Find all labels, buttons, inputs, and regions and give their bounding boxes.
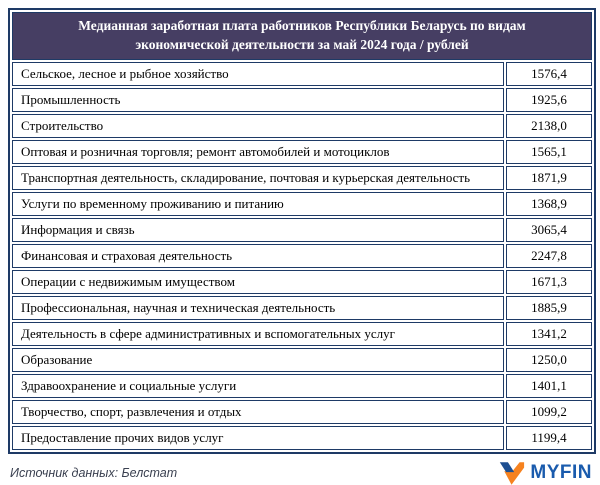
table-row: Предоставление прочих видов услуг 1199,4 bbox=[12, 425, 592, 450]
table-row: Образование 1250,0 bbox=[12, 347, 592, 372]
myfin-logo-text: MYFIN bbox=[530, 461, 592, 483]
page-title: Медианная заработная плата работников Ре… bbox=[12, 12, 592, 60]
salary-value: 1341,2 bbox=[506, 321, 592, 346]
activity-label: Профессиональная, научная и техническая … bbox=[12, 295, 504, 320]
salary-value: 3065,4 bbox=[506, 217, 592, 242]
table-row: Профессиональная, научная и техническая … bbox=[12, 295, 592, 320]
activity-label: Предоставление прочих видов услуг bbox=[12, 425, 504, 450]
table-body: Сельское, лесное и рыбное хозяйство 1576,… bbox=[12, 61, 592, 450]
table-header-row: Медианная заработная плата работников Ре… bbox=[12, 12, 592, 60]
activity-label: Операции с недвижимым имуществом bbox=[12, 269, 504, 294]
title-line-2: экономической деятельности за май 2024 г… bbox=[135, 36, 469, 52]
footer: Источник данных: Белстат MYFIN bbox=[8, 460, 596, 485]
activity-label: Здравоохранение и социальные услуги bbox=[12, 373, 504, 398]
activity-label: Информация и связь bbox=[12, 217, 504, 242]
salary-value: 2138,0 bbox=[506, 113, 592, 138]
salary-value: 1368,9 bbox=[506, 191, 592, 216]
salary-value: 1099,2 bbox=[506, 399, 592, 424]
table-row: Операции с недвижимым имуществом 1671,3 bbox=[12, 269, 592, 294]
activity-label: Образование bbox=[12, 347, 504, 372]
salary-value: 1199,4 bbox=[506, 425, 592, 450]
title-line-1: Медианная заработная плата работников Ре… bbox=[78, 18, 526, 33]
activity-label: Деятельность в сфере административных и … bbox=[12, 321, 504, 346]
table-row: Сельское, лесное и рыбное хозяйство 1576,… bbox=[12, 61, 592, 86]
data-source-note: Источник данных: Белстат bbox=[10, 465, 178, 480]
salary-value: 1565,1 bbox=[506, 139, 592, 164]
salary-value: 1671,3 bbox=[506, 269, 592, 294]
activity-label: Промышленность bbox=[12, 87, 504, 112]
salary-value: 1871,9 bbox=[506, 165, 592, 190]
table-row: Промышленность 1925,6 bbox=[12, 87, 592, 112]
activity-label: Транспортная деятельность, складирование… bbox=[12, 165, 504, 190]
salary-value: 1576,4 bbox=[506, 61, 592, 86]
salary-table: Медианная заработная плата работников Ре… bbox=[8, 8, 596, 454]
myfin-logo: MYFIN bbox=[498, 460, 596, 485]
salary-value: 1250,0 bbox=[506, 347, 592, 372]
table-row: Строительство 2138,0 bbox=[12, 113, 592, 138]
activity-label: Оптовая и розничная торговля; ремонт авт… bbox=[12, 139, 504, 164]
salary-value: 2247,8 bbox=[506, 243, 592, 268]
salary-value: 1401,1 bbox=[506, 373, 592, 398]
activity-label: Сельское, лесное и рыбное хозяйство bbox=[12, 61, 504, 86]
salary-value: 1885,9 bbox=[506, 295, 592, 320]
table-row: Услуги по временному проживанию и питани… bbox=[12, 191, 592, 216]
myfin-logo-icon bbox=[500, 461, 525, 485]
activity-label: Финансовая и страховая деятельность bbox=[12, 243, 504, 268]
activity-label: Строительство bbox=[12, 113, 504, 138]
table-row: Транспортная деятельность, складирование… bbox=[12, 165, 592, 190]
table-row: Оптовая и розничная торговля; ремонт авт… bbox=[12, 139, 592, 164]
table-row: Деятельность в сфере административных и … bbox=[12, 321, 592, 346]
table-row: Творчество, спорт, развлечения и отдых 10… bbox=[12, 399, 592, 424]
table-row: Здравоохранение и социальные услуги 1401,… bbox=[12, 373, 592, 398]
activity-label: Творчество, спорт, развлечения и отдых bbox=[12, 399, 504, 424]
table-row: Информация и связь 3065,4 bbox=[12, 217, 592, 242]
table-row: Финансовая и страховая деятельность 2247,… bbox=[12, 243, 592, 268]
activity-label: Услуги по временному проживанию и питани… bbox=[12, 191, 504, 216]
salary-value: 1925,6 bbox=[506, 87, 592, 112]
